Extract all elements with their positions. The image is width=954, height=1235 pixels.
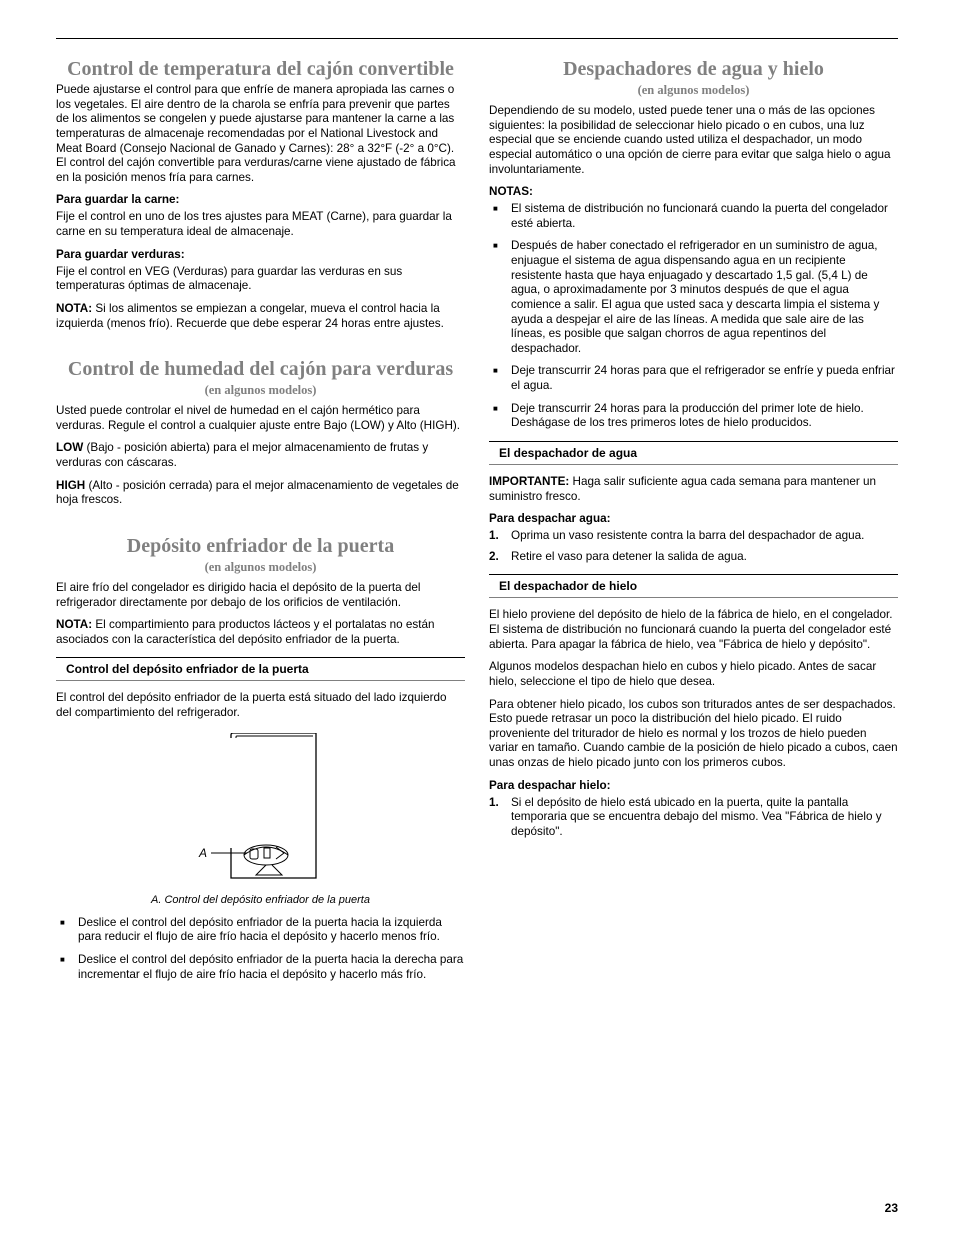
body-text: Algunos modelos despachan hielo en cubos… [489, 660, 898, 689]
numbered-item: 2. Retire el vaso para detener la salida … [489, 550, 898, 565]
section-subtitle: (en algunos modelos) [489, 83, 898, 98]
body-text: Usted puede controlar el nivel de humeda… [56, 404, 465, 433]
body-text: El hielo proviene del depósito de hielo … [489, 608, 898, 652]
subheading-meat: Para guardar la carne: [56, 193, 465, 206]
subheading-veg: Para guardar verduras: [56, 248, 465, 261]
numbered-list: 1. Si el depósito de hielo está ubicado e… [489, 796, 898, 840]
section-subtitle: (en algunos modelos) [56, 383, 465, 398]
two-column-layout: Control de temperatura del cajón convert… [56, 57, 898, 990]
body-text: El aire frío del congelador es dirigido … [56, 581, 465, 610]
bullet-item: Después de haber conectado el refrigerad… [489, 239, 898, 356]
body-text: LOW (Bajo - posición abierta) para el me… [56, 441, 465, 470]
bullet-list: El sistema de distribución no funcionará… [489, 202, 898, 431]
numbered-item: 1. Oprima un vaso resistente contra la ba… [489, 529, 898, 544]
bullet-list: Deslice el control del depósito enfriado… [56, 916, 465, 983]
figure-label-a: A [198, 846, 207, 860]
high-label: HIGH [56, 479, 85, 492]
section-title-door-bin: Depósito enfriador de la puerta [56, 534, 465, 558]
high-body: (Alto - posición cerrada) para el mejor … [56, 479, 459, 507]
right-column: Despachadores de agua y hielo (en alguno… [489, 57, 898, 990]
section-title-humidity: Control de humedad del cajón para verdur… [56, 357, 465, 381]
top-rule [56, 38, 898, 39]
bullet-item: El sistema de distribución no funcionará… [489, 202, 898, 231]
bullet-item: Deje transcurrir 24 horas para la produc… [489, 402, 898, 431]
numbered-list: 1. Oprima un vaso resistente contra la ba… [489, 529, 898, 564]
section-subtitle: (en algunos modelos) [56, 560, 465, 575]
divider [489, 464, 898, 465]
bullet-item: Deslice el control del depósito enfriado… [56, 953, 465, 982]
numbered-item: 1. Si el depósito de hielo está ubicado e… [489, 796, 898, 840]
divider [56, 680, 465, 681]
subheading-dispense-ice: Para despachar hielo: [489, 779, 898, 792]
item-text: Oprima un vaso resistente contra la barr… [511, 529, 864, 542]
body-text: Fije el control en uno de los tres ajust… [56, 210, 465, 239]
item-number: 1. [489, 796, 499, 811]
note-body: Si los alimentos se empiezan a congelar,… [56, 302, 444, 330]
divider [489, 597, 898, 598]
note-label: NOTA: [56, 618, 92, 631]
body-text: HIGH (Alto - posición cerrada) para el m… [56, 479, 465, 508]
note-label: NOTA: [56, 302, 92, 315]
divider [489, 441, 898, 442]
divider [56, 657, 465, 658]
item-text: Si el depósito de hielo está ubicado en … [511, 796, 882, 838]
subsection-door-control: Control del depósito enfriador de la pue… [56, 662, 465, 676]
bullet-item: Deslice el control del depósito enfriado… [56, 916, 465, 945]
note-text: NOTA: El compartimiento para productos l… [56, 618, 465, 647]
divider [489, 574, 898, 575]
important-text: IMPORTANTE: Haga salir suficiente agua c… [489, 475, 898, 504]
subheading-dispense-water: Para despachar agua: [489, 512, 898, 525]
page-number: 23 [885, 1201, 898, 1215]
subsection-water-dispenser: El despachador de agua [489, 446, 898, 460]
door-bin-svg: A [161, 733, 361, 883]
section-title-drawer-temp: Control de temperatura del cajón convert… [56, 57, 465, 81]
notes-label: NOTAS: [489, 185, 898, 198]
section-title-dispensers: Despachadores de agua y hielo [489, 57, 898, 81]
low-body: (Bajo - posición abierta) para el mejor … [56, 441, 428, 469]
bullet-item: Deje transcurrir 24 horas para que el re… [489, 364, 898, 393]
figure-caption: A. Control del depósito enfriador de la … [56, 894, 465, 906]
item-number: 1. [489, 529, 499, 544]
body-text: El control del depósito enfriador de la … [56, 691, 465, 720]
note-body: El compartimiento para productos lácteos… [56, 618, 435, 646]
item-number: 2. [489, 550, 499, 565]
body-text: Fije el control en VEG (Verduras) para g… [56, 265, 465, 294]
note-text: NOTA: Si los alimentos se empiezan a con… [56, 302, 465, 331]
subsection-ice-dispenser: El despachador de hielo [489, 579, 898, 593]
item-text: Retire el vaso para detener la salida de… [511, 550, 747, 563]
body-text: Puede ajustarse el control para que enfr… [56, 83, 465, 185]
left-column: Control de temperatura del cajón convert… [56, 57, 465, 990]
body-text: Para obtener hielo picado, los cubos son… [489, 698, 898, 771]
body-text: Dependiendo de su modelo, usted puede te… [489, 104, 898, 177]
important-label: IMPORTANTE: [489, 475, 569, 488]
door-bin-figure: A [56, 733, 465, 888]
low-label: LOW [56, 441, 83, 454]
